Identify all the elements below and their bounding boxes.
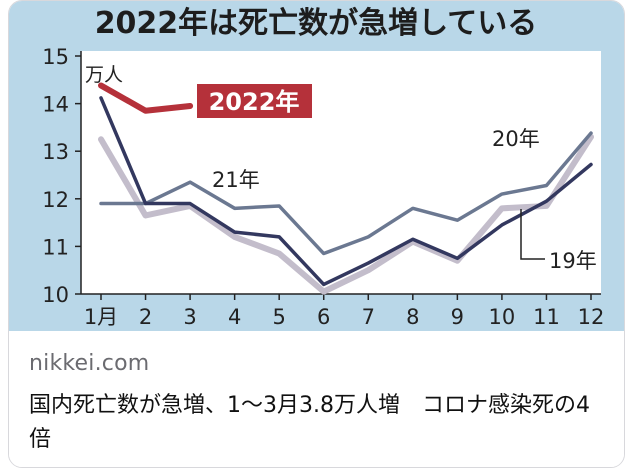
labels-layer: 2022年 21年 20年 19年 xyxy=(197,84,597,273)
series-layer xyxy=(98,82,594,295)
label-19: 19年 xyxy=(549,249,597,273)
x-tick-label: 3 xyxy=(183,305,196,329)
x-tick-label: 11 xyxy=(533,305,560,329)
y-tick-label: 12 xyxy=(42,188,69,212)
preview-meta: nikkei.com 国内死亡数が急増、1〜3月3.8万人増 コロナ感染死の4倍 xyxy=(9,331,624,467)
x-tick-label: 12 xyxy=(578,305,605,329)
x-tick-label: 1月 xyxy=(84,305,118,329)
y-tick-label: 13 xyxy=(42,140,69,164)
y-tick-label: 14 xyxy=(42,93,69,117)
x-tick-label: 2 xyxy=(139,305,152,329)
x-tick-label: 7 xyxy=(362,305,375,329)
x-tick-label: 10 xyxy=(489,305,516,329)
x-tick-label: 9 xyxy=(451,305,464,329)
x-axis: 1月 2 3 4 5 6 7 8 9 10 11 12 xyxy=(81,293,605,329)
y-tick-label: 11 xyxy=(42,235,69,259)
y-axis: 10 11 12 13 14 15 万人 xyxy=(42,45,123,307)
preview-headline: 国内死亡数が急増、1〜3月3.8万人増 コロナ感染死の4倍 xyxy=(29,393,590,452)
chart-image: 2022年は死亡数が急増している 10 11 12 13 14 15 万人 1月 2 3 4 5 6 7… xyxy=(9,1,624,331)
series-line-0 xyxy=(98,82,194,114)
label-19-leader xyxy=(520,209,545,260)
label-2022: 2022年 xyxy=(209,88,300,116)
x-tick-label: 8 xyxy=(406,305,419,329)
plot-area xyxy=(81,51,601,294)
x-tick-label: 4 xyxy=(228,305,241,329)
series-line-3 xyxy=(98,133,594,295)
label-21: 21年 xyxy=(212,168,260,192)
label-20: 20年 xyxy=(492,127,540,151)
series-line-2 xyxy=(99,131,593,256)
line-chart: 2022年は死亡数が急増している 10 11 12 13 14 15 万人 1月 2 3 4 5 6 7… xyxy=(42,6,605,329)
x-tick-label: 5 xyxy=(272,305,285,329)
y-tick-label: 10 xyxy=(42,283,69,307)
preview-domain: nikkei.com xyxy=(29,351,150,376)
link-preview-card[interactable]: 2022年は死亡数が急増している 10 11 12 13 14 15 万人 1月 2 3 4 5 6 7… xyxy=(8,0,625,468)
label-2022-box xyxy=(197,84,312,118)
chart-title: 2022年は死亡数が急増している xyxy=(95,6,538,41)
x-tick-label: 6 xyxy=(317,305,330,329)
series-line-1 xyxy=(99,96,593,287)
y-tick-label: 15 xyxy=(42,45,69,69)
y-axis-unit: 万人 xyxy=(85,64,123,86)
